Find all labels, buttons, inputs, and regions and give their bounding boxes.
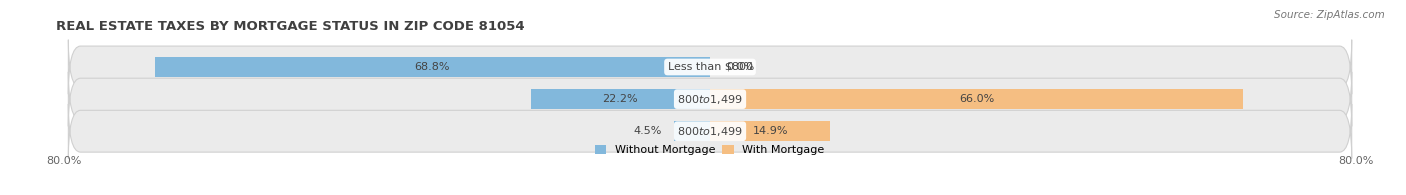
Text: Source: ZipAtlas.com: Source: ZipAtlas.com — [1274, 10, 1385, 20]
Text: 4.5%: 4.5% — [633, 126, 662, 136]
Bar — [673, 121, 710, 141]
FancyBboxPatch shape — [69, 72, 1351, 126]
FancyBboxPatch shape — [69, 40, 1351, 94]
FancyBboxPatch shape — [69, 104, 1351, 159]
Text: 68.8%: 68.8% — [415, 62, 450, 72]
Text: 22.2%: 22.2% — [603, 94, 638, 104]
Text: 66.0%: 66.0% — [959, 94, 994, 104]
Bar — [155, 57, 710, 77]
Legend: Without Mortgage, With Mortgage: Without Mortgage, With Mortgage — [595, 145, 825, 155]
Bar — [710, 89, 1243, 109]
Text: 14.9%: 14.9% — [752, 126, 787, 136]
Text: 0.0%: 0.0% — [725, 62, 755, 72]
Bar — [531, 89, 710, 109]
Text: REAL ESTATE TAXES BY MORTGAGE STATUS IN ZIP CODE 81054: REAL ESTATE TAXES BY MORTGAGE STATUS IN … — [56, 20, 524, 33]
Bar — [710, 121, 831, 141]
Text: $800 to $1,499: $800 to $1,499 — [678, 125, 742, 138]
Text: $800 to $1,499: $800 to $1,499 — [678, 93, 742, 106]
Text: Less than $800: Less than $800 — [668, 62, 752, 72]
